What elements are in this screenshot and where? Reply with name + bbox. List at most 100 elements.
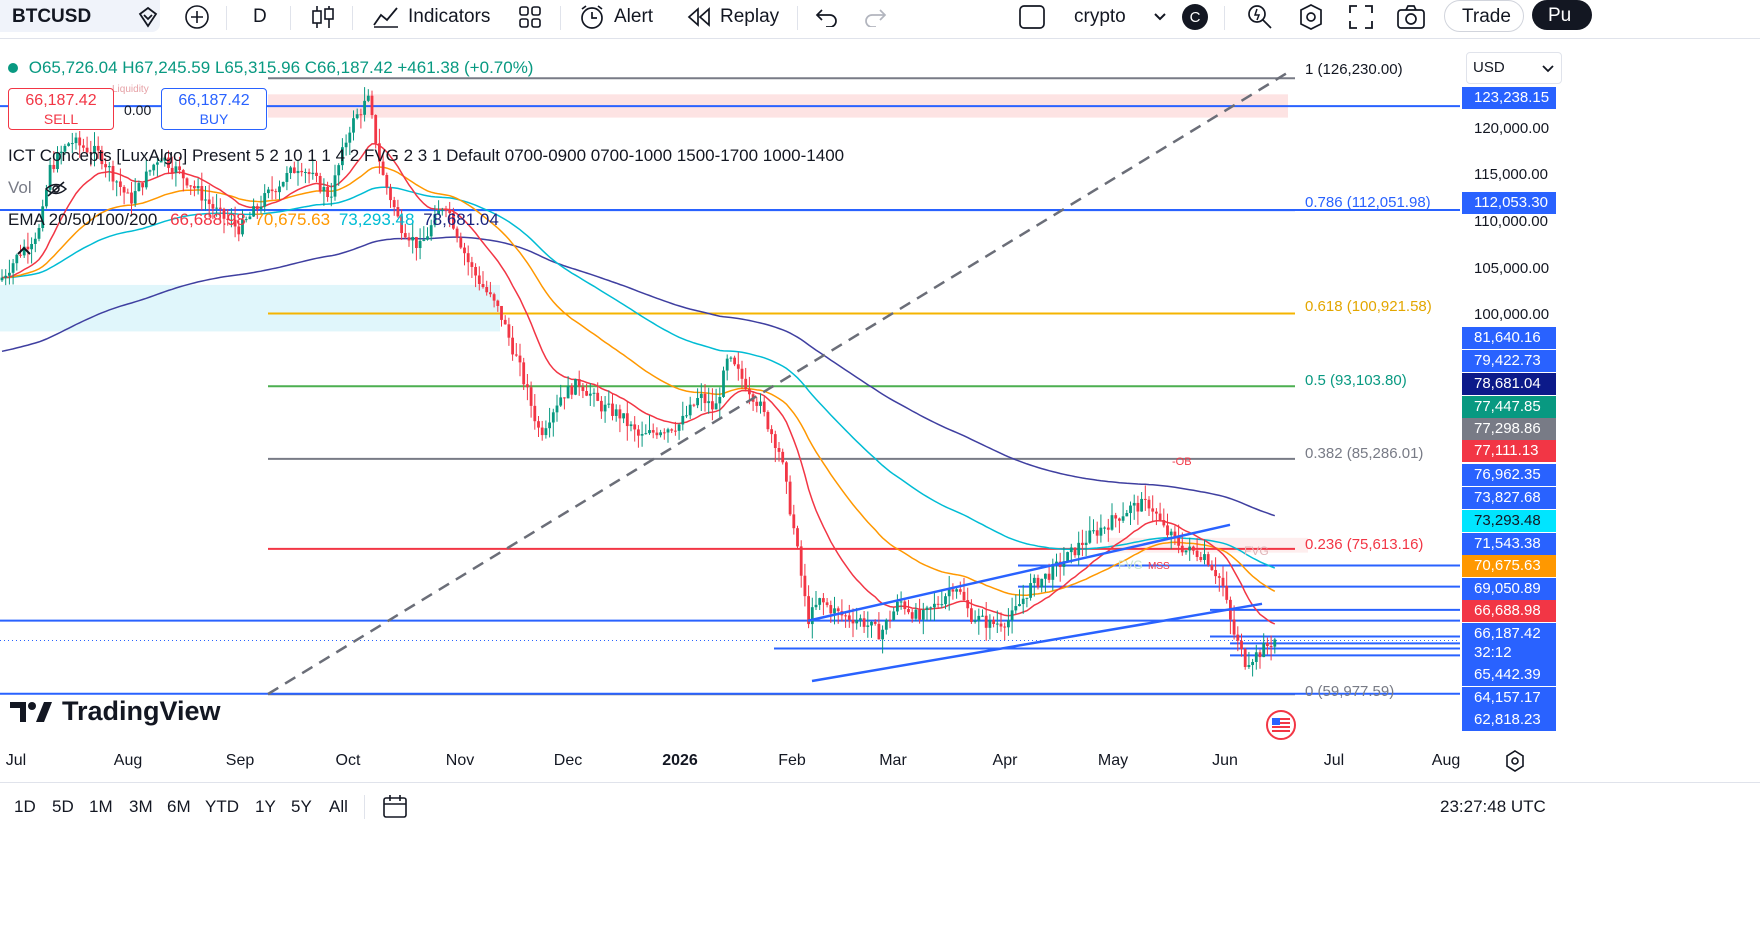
currency-select[interactable]: USD — [1466, 52, 1562, 84]
candle-body — [940, 604, 944, 606]
price-axis-label[interactable]: 79,422.73 — [1462, 350, 1556, 372]
price-axis-label[interactable]: 62,818.23 — [1462, 709, 1556, 731]
price-axis-label[interactable]: 77,447.85 — [1462, 396, 1556, 418]
price-axis-label[interactable]: 64,157.17 — [1462, 687, 1556, 709]
buy-price: 66,187.42 — [178, 92, 250, 109]
candle-body — [281, 181, 285, 187]
price-axis-label[interactable]: 123,238.15 — [1462, 87, 1556, 109]
candle-body — [792, 514, 796, 529]
candle-body — [1069, 547, 1073, 553]
utc-clock[interactable]: 23:27:48 UTC — [1440, 797, 1546, 816]
timeframe-5y[interactable]: 5Y — [291, 797, 312, 816]
candle-body — [385, 174, 389, 188]
candle-body — [167, 157, 170, 168]
symbol-label[interactable]: BTCUSD — [12, 6, 92, 27]
candle-body — [1095, 530, 1099, 536]
collapse-legend-chevron-icon[interactable] — [16, 244, 32, 262]
tradingview-watermark[interactable]: TradingView — [10, 696, 221, 727]
time-axis[interactable]: Jul Aug Sep Oct Nov Dec 2026 Feb Mar Apr… — [0, 740, 1760, 780]
candle-body — [674, 430, 677, 432]
redo-icon[interactable] — [864, 0, 888, 34]
chart-settings-gear-icon[interactable] — [1504, 750, 1526, 777]
date-range-calendar-icon[interactable] — [382, 793, 408, 824]
ema50-value: 70,675.63 — [254, 210, 331, 229]
timeframe-3m[interactable]: 3M — [129, 797, 153, 816]
timeframe-6m[interactable]: 6M — [167, 797, 191, 816]
compare-plus-icon[interactable] — [184, 0, 210, 34]
candle-body — [759, 401, 762, 406]
symbol-search[interactable] — [0, 0, 160, 32]
price-axis-label[interactable]: 78,681.04 — [1462, 373, 1556, 395]
price-axis-label[interactable]: 69,050.89 — [1462, 578, 1556, 600]
candle-body — [892, 611, 896, 621]
layout-square-icon[interactable] — [1018, 0, 1046, 34]
add-symbol-icon[interactable] — [136, 0, 160, 34]
toolbar-divider — [290, 6, 291, 30]
candle-body — [1247, 665, 1251, 668]
chart-pane[interactable]: 1 (126,230.00) 0.786 (112,051.98) 0.618 … — [0, 40, 1460, 740]
candle-body — [881, 629, 884, 640]
replay-button[interactable]: Replay — [686, 0, 779, 34]
timeframe-ytd[interactable]: YTD — [205, 797, 239, 816]
candle-body — [1055, 561, 1058, 565]
ema-legend[interactable]: EMA 20/50/100/200 66,688.98 70,675.63 73… — [8, 210, 499, 230]
candle-body — [566, 385, 570, 399]
price-axis-label[interactable]: 32:12 — [1462, 642, 1556, 664]
candle-body — [211, 204, 215, 209]
us-flag-event-icon[interactable] — [1266, 710, 1296, 745]
buy-button[interactable]: 66,187.42 BUY — [161, 88, 267, 130]
interval-button[interactable]: D — [253, 6, 267, 27]
timeframe-all[interactable]: All — [329, 797, 348, 816]
candle-body — [1044, 573, 1047, 579]
quick-search-icon[interactable] — [1246, 0, 1274, 34]
candle-body — [1081, 542, 1084, 546]
candle-body — [607, 403, 611, 405]
indicators-button[interactable]: Indicators — [372, 0, 490, 34]
timeframe-1m[interactable]: 1M — [89, 797, 113, 816]
ict-indicator-legend[interactable]: ICT Concepts [LuxAlgo] Present 5 2 10 1 … — [8, 146, 845, 165]
fullscreen-icon[interactable] — [1348, 0, 1374, 34]
publish-button[interactable]: Pu — [1532, 0, 1592, 30]
price-chart[interactable] — [0, 40, 1460, 740]
layout-name[interactable]: crypto — [1074, 6, 1126, 27]
settings-gear-icon[interactable] — [1296, 0, 1326, 34]
avatar[interactable]: C — [1182, 0, 1208, 34]
sell-button[interactable]: 66,187.42 SELL — [8, 88, 114, 130]
alert-button[interactable]: Alert — [578, 0, 653, 34]
price-axis-label[interactable]: 66,187.42 — [1462, 623, 1556, 645]
candle-body — [144, 171, 148, 188]
candle-body — [896, 601, 899, 612]
price-axis-label[interactable]: 65,442.39 — [1462, 664, 1556, 686]
volume-legend[interactable]: Vol — [8, 178, 68, 198]
currency-label: USD — [1473, 59, 1505, 76]
trade-button[interactable]: Trade — [1444, 0, 1524, 32]
time-label: Feb — [778, 752, 806, 769]
candle-body — [970, 608, 973, 622]
undo-icon[interactable] — [814, 0, 838, 34]
candle-body — [507, 324, 511, 338]
price-axis-label[interactable]: 77,298.86 — [1462, 418, 1556, 440]
candle-body — [1214, 570, 1217, 577]
templates-grid-icon[interactable] — [518, 0, 542, 34]
price-axis-label[interactable]: 76,962.35 — [1462, 464, 1556, 486]
price-axis-label[interactable]: 112,053.30 — [1462, 192, 1556, 214]
time-label: Sep — [225, 752, 255, 769]
price-axis-label[interactable]: 73,293.48 — [1462, 510, 1556, 532]
price-axis-label[interactable]: 77,111.13 — [1462, 440, 1556, 462]
price-axis-label[interactable]: 70,675.63 — [1462, 555, 1556, 577]
price-tick: 105,000.00 — [1474, 260, 1550, 277]
candle-body — [1162, 520, 1166, 526]
price-axis-label[interactable]: 81,640.16 — [1462, 327, 1556, 349]
price-axis-label[interactable]: 73,827.68 — [1462, 487, 1556, 509]
candles-chart-type-icon[interactable] — [311, 0, 335, 34]
timeframe-1d[interactable]: 1D — [14, 797, 36, 816]
candle-body — [733, 357, 736, 365]
timeframe-1y[interactable]: 1Y — [255, 797, 276, 816]
camera-snapshot-icon[interactable] — [1396, 0, 1426, 34]
candle-body — [30, 243, 33, 250]
hidden-eye-icon[interactable] — [44, 180, 68, 198]
chevron-down-icon[interactable] — [1152, 0, 1168, 34]
price-axis-label[interactable]: 66,688.98 — [1462, 600, 1556, 622]
price-axis-label[interactable]: 71,543.38 — [1462, 533, 1556, 555]
timeframe-5d[interactable]: 5D — [52, 797, 74, 816]
